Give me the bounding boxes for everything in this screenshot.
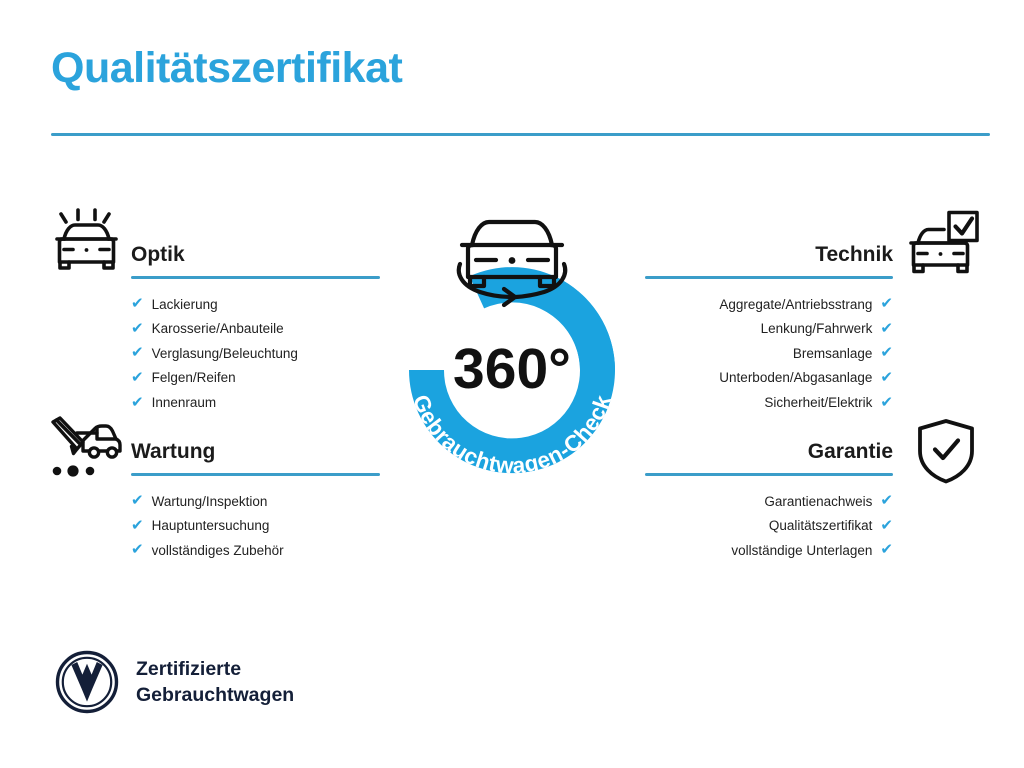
checklist-item: Garantienachweis ✔ — [645, 490, 893, 515]
check-icon: ✔ — [131, 369, 144, 387]
footer-text-block: Zertifizierte Gebrauchtwagen — [136, 656, 294, 708]
car-polish-shine-icon — [47, 206, 121, 276]
car-rotation-360-icon — [456, 219, 568, 308]
checklist-item-label: Bremsanlage — [792, 345, 873, 361]
section-divider — [131, 473, 380, 476]
badge-number: 360° — [453, 337, 571, 401]
check-icon: ✔ — [880, 319, 893, 337]
checklist-wartung: ✔ Wartung/Inspektion ✔ Hauptuntersuchung ✔ vo… — [131, 490, 380, 564]
check-icon: ✔ — [880, 344, 893, 362]
checklist-item-label: Sicherheit/Elektrik — [764, 394, 873, 410]
checklist-item: Sicherheit/Elektrik ✔ — [645, 391, 893, 416]
checklist-item: ✔ Karosserie/Anbauteile — [131, 317, 380, 342]
checklist-item: ✔ Wartung/Inspektion — [131, 490, 380, 515]
check-icon: ✔ — [131, 393, 144, 411]
section-garantie: Garantie Garantienachweis ✔ Qualitätszerti… — [645, 437, 893, 563]
section-title: Optik — [131, 243, 185, 266]
checklist-item-label: Lenkung/Fahrwerk — [760, 321, 873, 337]
checklist-item-label: Unterboden/Abgasanlage — [719, 370, 873, 386]
checklist-item: ✔ Felgen/Reifen — [131, 366, 380, 391]
badge-360-gebrauchtwagen-check: 360° Gebrauchtwagen-Check — [376, 192, 648, 490]
car-checkbox-icon — [908, 210, 980, 276]
section-heading-garantie: Garantie — [645, 437, 893, 471]
checklist-item-label: Hauptuntersuchung — [151, 518, 270, 534]
checklist-item: Unterboden/Abgasanlage ✔ — [645, 366, 893, 391]
check-icon: ✔ — [880, 492, 893, 510]
section-heading-optik: Optik — [131, 240, 380, 274]
checklist-item-label: Karosserie/Anbauteile — [151, 321, 284, 337]
checklist-item: vollständige Unterlagen ✔ — [645, 539, 893, 564]
checklist-item: Lenkung/Fahrwerk ✔ — [645, 317, 893, 342]
check-icon: ✔ — [880, 295, 893, 313]
checklist-item-label: Innenraum — [151, 394, 217, 410]
checklist-item-label: Felgen/Reifen — [151, 370, 236, 386]
check-icon: ✔ — [131, 516, 144, 534]
checklist-item: ✔ Innenraum — [131, 391, 380, 416]
checklist-item: ✔ Lackierung — [131, 293, 380, 318]
checklist-item-label: vollständige Unterlagen — [731, 542, 873, 558]
footer-line-2: Gebrauchtwagen — [136, 684, 295, 706]
check-icon: ✔ — [131, 492, 144, 510]
checklist-garantie: Garantienachweis ✔ Qualitätszertifikat ✔ vol… — [645, 490, 893, 564]
section-title: Garantie — [807, 440, 893, 463]
check-icon: ✔ — [131, 319, 144, 337]
checklist-item: Aggregate/Antriebsstrang ✔ — [645, 293, 893, 318]
checklist-optik: ✔ Lackierung ✔ Karosserie/Anbauteile ✔ Vergla… — [131, 293, 380, 416]
check-icon: ✔ — [880, 369, 893, 387]
checklist-technik: Aggregate/Antriebsstrang ✔ Lenkung/Fahrwer… — [645, 293, 893, 416]
section-heading-technik: Technik — [645, 240, 893, 274]
check-icon: ✔ — [131, 295, 144, 313]
title-divider — [51, 133, 990, 136]
checklist-item-label: vollständiges Zubehör — [151, 542, 284, 558]
section-divider — [645, 276, 893, 279]
checklist-item-label: Wartung/Inspektion — [151, 493, 268, 509]
checklist-item-label: Aggregate/Antriebsstrang — [719, 296, 873, 312]
section-title: Technik — [815, 243, 893, 266]
checklist-item-label: Qualitätszertifikat — [768, 518, 873, 534]
car-service-pencil-icon — [47, 416, 123, 478]
checklist-item: Bremsanlage ✔ — [645, 342, 893, 367]
section-divider — [131, 276, 380, 279]
checklist-item-label: Garantienachweis — [764, 493, 873, 509]
section-technik: Technik Aggregate/Antriebsstrang ✔ Lenkung… — [645, 240, 893, 415]
section-title: Wartung — [131, 440, 216, 463]
footer-brand-lockup: Zertifizierte Gebrauchtwagen — [55, 650, 294, 714]
section-optik: Optik ✔ Lackierung ✔ Karosserie/Anbauteile ✔… — [131, 240, 380, 415]
check-icon: ✔ — [880, 541, 893, 559]
checklist-item-label: Verglasung/Beleuchtung — [151, 345, 298, 361]
check-icon: ✔ — [131, 541, 144, 559]
checklist-item: ✔ Verglasung/Beleuchtung — [131, 342, 380, 367]
checklist-item: Qualitätszertifikat ✔ — [645, 514, 893, 539]
checklist-item: ✔ vollständiges Zubehör — [131, 539, 380, 564]
checklist-item: ✔ Hauptuntersuchung — [131, 514, 380, 539]
footer-line-1: Zertifizierte — [136, 658, 242, 680]
checklist-item-label: Lackierung — [151, 296, 218, 312]
check-icon: ✔ — [880, 393, 893, 411]
section-divider — [645, 473, 893, 476]
check-icon: ✔ — [131, 344, 144, 362]
section-wartung: Wartung ✔ Wartung/Inspektion ✔ Hauptuntersu… — [131, 437, 380, 563]
badge-ring-right — [539, 276, 615, 370]
volkswagen-logo — [55, 650, 119, 714]
shield-check-icon — [915, 418, 977, 484]
page-title: Qualitätszertifikat — [51, 44, 403, 92]
section-heading-wartung: Wartung — [131, 437, 380, 471]
check-icon: ✔ — [880, 516, 893, 534]
